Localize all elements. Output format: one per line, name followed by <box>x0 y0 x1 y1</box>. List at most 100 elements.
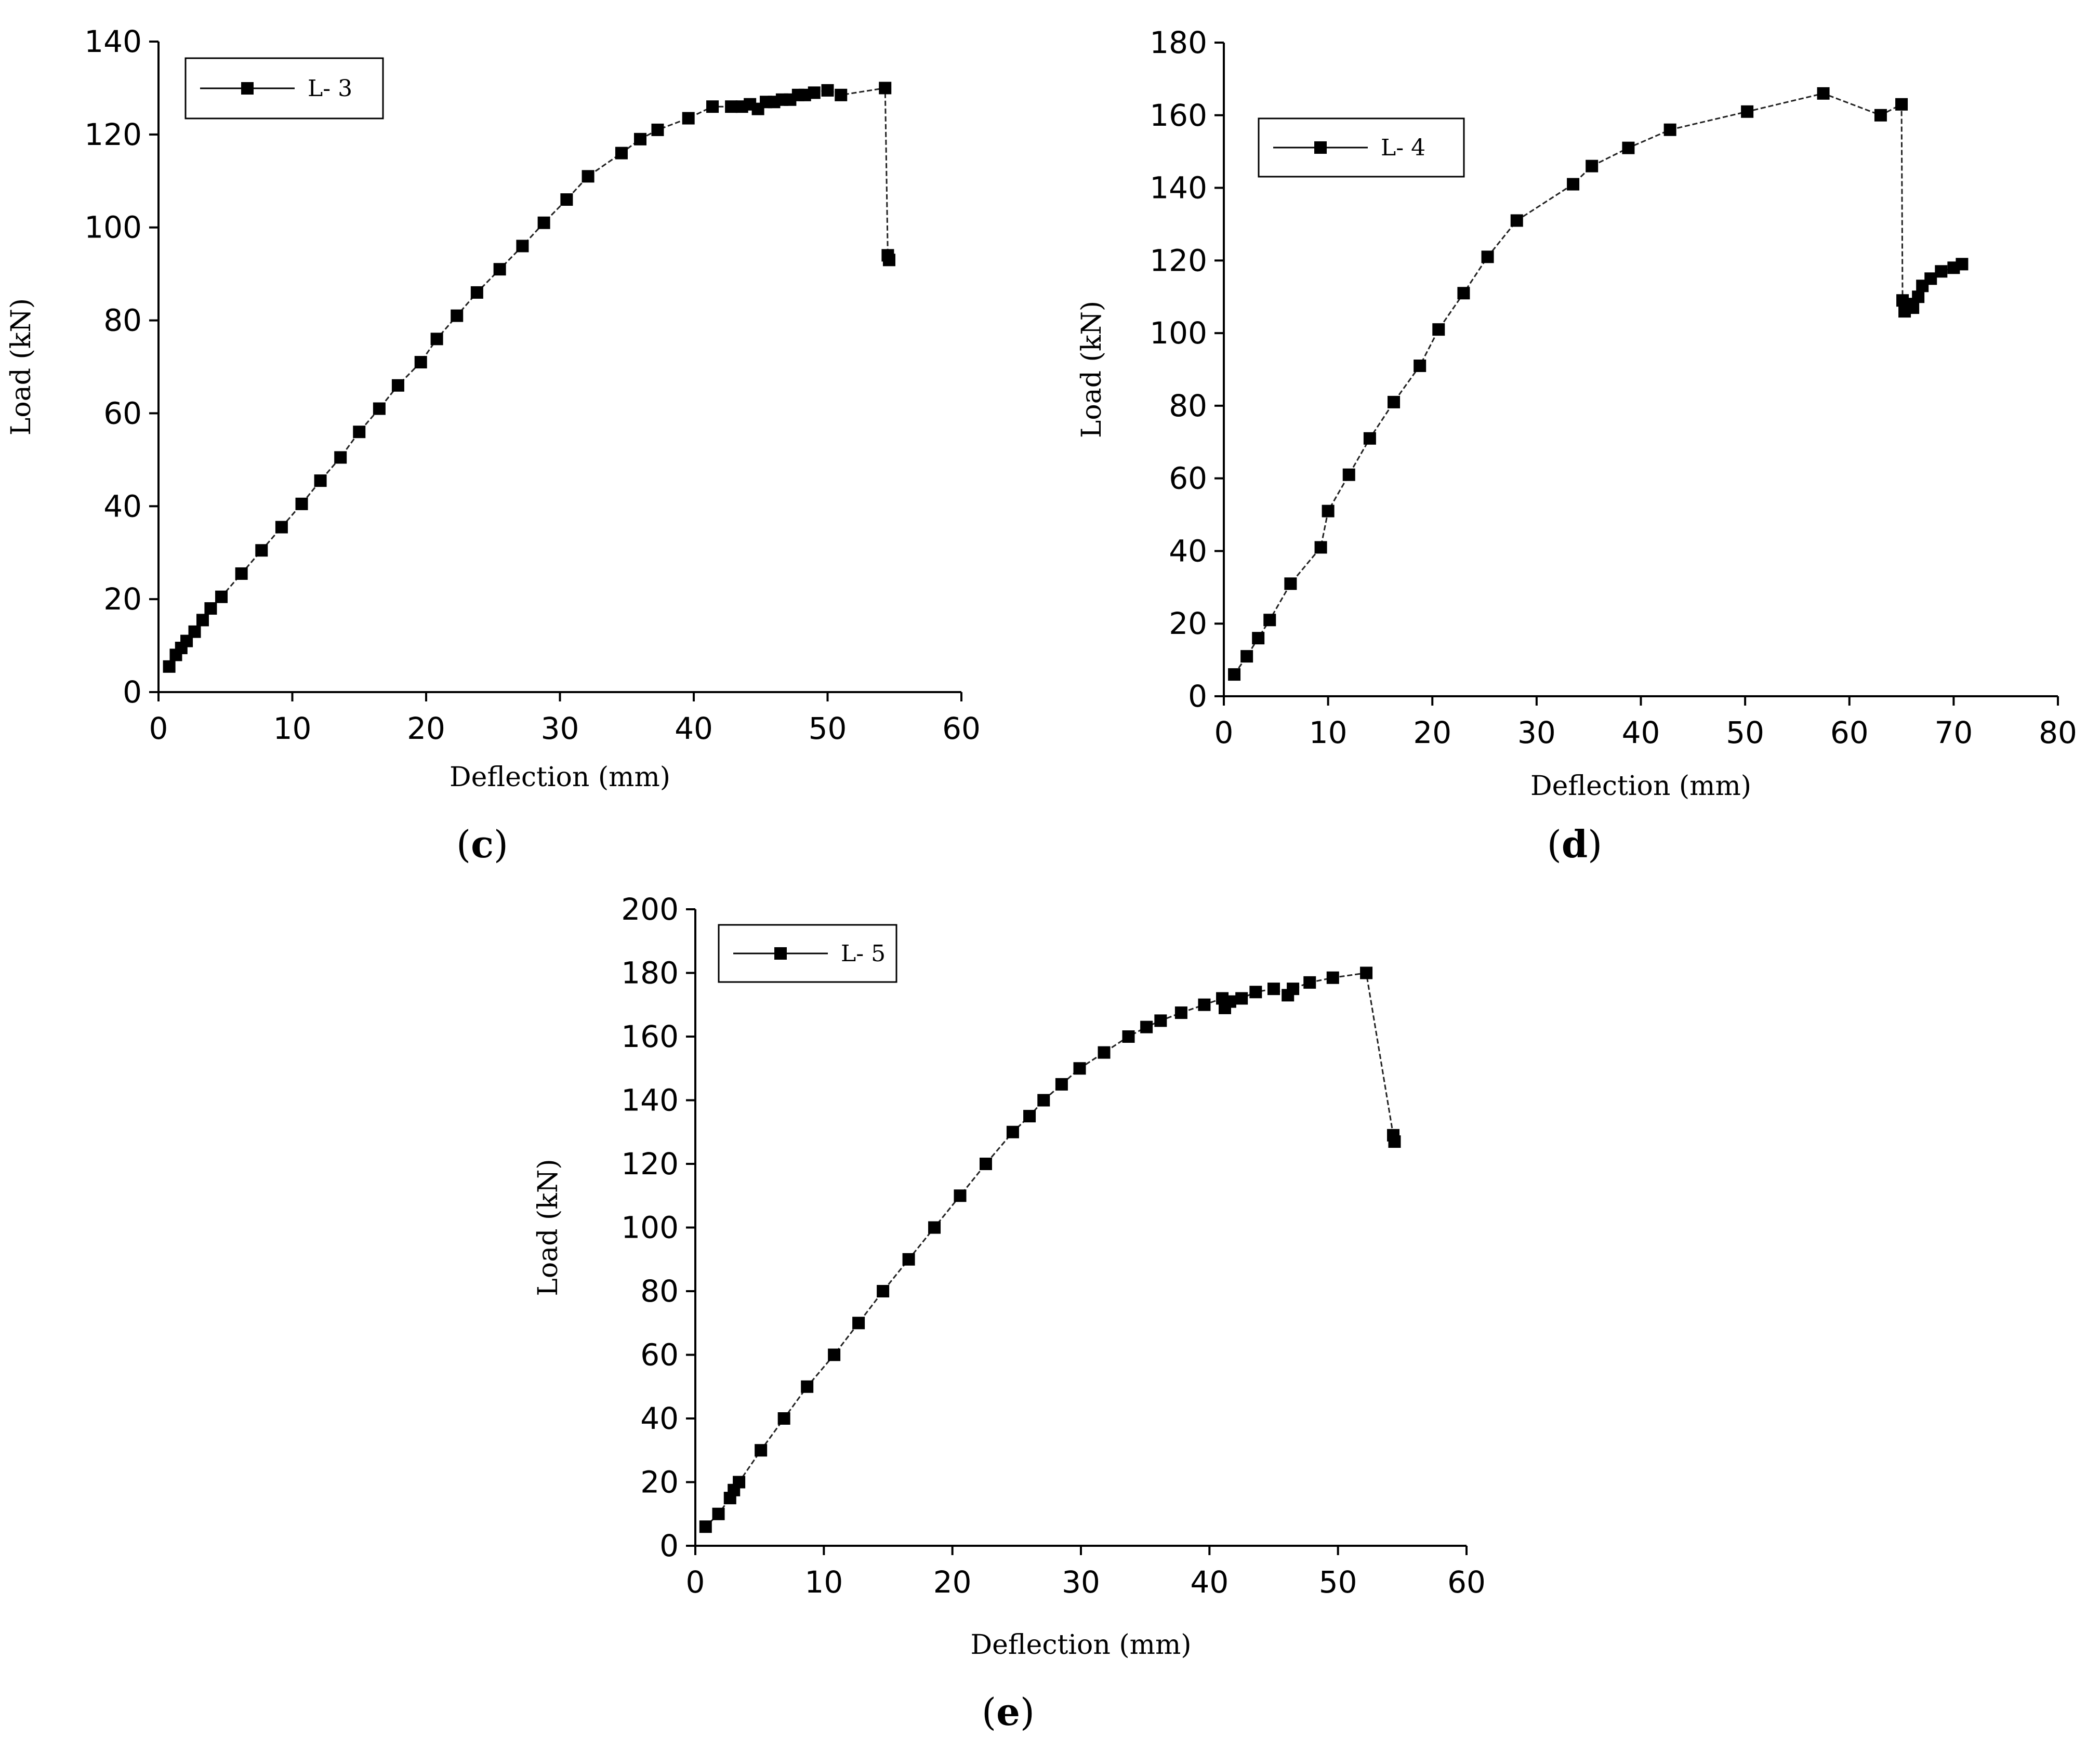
data-point <box>391 379 404 392</box>
x-axis-title: Deflection (mm) <box>1530 771 1751 802</box>
chart-panel-c: 0 20 40 60 80 100 120 140 0 10 20 30 40 50 60 Deflectio… <box>6 24 981 866</box>
chart-panel-d: 0 20 40 60 80 100 120 140 160 180 0 10 20 30 40 50 60 70 8… <box>1076 25 2077 866</box>
data-point <box>414 356 427 369</box>
chart-panel-e: 0 20 40 60 80 100 120 140 160 180 200 0 10 20 30 40 50 60… <box>533 892 1486 1734</box>
data-point <box>516 240 529 253</box>
y-tick-label: 200 <box>621 892 679 927</box>
data-point <box>1912 290 1925 303</box>
y-tick-label: 20 <box>1169 606 1207 641</box>
data-point <box>1314 541 1327 554</box>
x-tick-label: 0 <box>686 1564 705 1600</box>
data-point <box>1252 632 1265 645</box>
y-tick-label: 180 <box>621 956 679 991</box>
x-tick-label: 20 <box>933 1564 972 1600</box>
y-tick-label: 100 <box>1150 315 1207 351</box>
data-point <box>1322 505 1335 518</box>
series-line <box>168 87 890 667</box>
data-point <box>1140 1020 1153 1033</box>
data-point <box>1935 265 1948 278</box>
data-point <box>1198 998 1211 1011</box>
data-point <box>275 521 288 534</box>
data-point <box>1567 178 1580 191</box>
y-tick-label: 120 <box>1150 243 1207 278</box>
data-point <box>1432 323 1445 336</box>
series-line <box>1233 92 1963 675</box>
data-point <box>1037 1094 1050 1107</box>
x-tick-label: 30 <box>541 711 579 746</box>
data-point <box>682 112 695 125</box>
data-point <box>1586 160 1599 173</box>
data-point <box>1342 468 1355 481</box>
data-point <box>835 88 848 101</box>
data-point <box>1388 1135 1401 1148</box>
data-point <box>314 474 327 487</box>
data-point <box>882 254 895 267</box>
y-tick-label: 160 <box>621 1019 679 1054</box>
data-point <box>560 193 573 206</box>
data-point <box>1663 123 1676 136</box>
data-point <box>188 625 201 638</box>
data-point <box>1228 668 1241 681</box>
y-tick-label: 40 <box>640 1401 679 1436</box>
legend-label: L- 4 <box>1381 135 1425 161</box>
data-point <box>1263 614 1276 627</box>
y-tick-label: 120 <box>84 117 142 152</box>
x-tick-label: 0 <box>1214 715 1234 750</box>
x-tick-label: 10 <box>273 711 312 746</box>
series-line <box>705 972 1395 1528</box>
data-point <box>163 660 176 673</box>
data-point <box>877 1285 890 1297</box>
data-point <box>1174 1006 1187 1019</box>
x-tick-label: 50 <box>809 711 847 746</box>
data-point <box>204 602 217 615</box>
y-tick-label: 40 <box>1169 533 1207 568</box>
x-tick-label: 20 <box>407 711 445 746</box>
data-point <box>902 1253 915 1266</box>
y-tick-label: 20 <box>103 581 142 617</box>
data-point <box>1895 98 1908 111</box>
panel-label: (c) <box>456 822 508 866</box>
data-point <box>196 614 209 627</box>
data-point <box>1481 250 1494 263</box>
data-point <box>954 1189 967 1202</box>
x-tick-label: 60 <box>1830 715 1869 750</box>
data-point <box>725 100 738 113</box>
y-tick-label: 0 <box>659 1528 679 1563</box>
data-point <box>1924 272 1937 285</box>
data-point <box>1240 650 1253 663</box>
x-axis-title: Deflection (mm) <box>970 1629 1191 1661</box>
data-point <box>1023 1110 1036 1123</box>
data-point <box>733 1476 746 1489</box>
x-tick-label: 10 <box>804 1564 843 1600</box>
data-point <box>1457 287 1470 300</box>
legend-marker <box>241 82 254 95</box>
data-point <box>1267 983 1280 996</box>
data-point <box>1622 141 1635 154</box>
data-point <box>1326 971 1339 984</box>
x-tick-label: 30 <box>1062 1564 1100 1600</box>
data-point <box>255 544 268 557</box>
data-point <box>235 567 248 580</box>
data-point <box>1388 395 1401 408</box>
data-point <box>1741 105 1754 118</box>
y-axis-title: Load (kN) <box>6 298 37 435</box>
x-tick-label: 70 <box>1934 715 1973 750</box>
data-point <box>1055 1078 1068 1091</box>
data-point <box>828 1348 841 1361</box>
data-point <box>615 147 628 160</box>
y-tick-label: 80 <box>1169 388 1207 423</box>
legend-label: L- 5 <box>841 940 886 967</box>
data-point <box>651 123 664 136</box>
data-point <box>1414 360 1427 373</box>
y-tick-label: 60 <box>640 1337 679 1373</box>
legend-label: L- 3 <box>308 75 352 102</box>
data-point <box>634 132 646 145</box>
panel-label: (d) <box>1547 822 1603 866</box>
data-point <box>1223 995 1236 1008</box>
data-point <box>712 1507 725 1520</box>
x-tick-label: 20 <box>1413 715 1451 750</box>
x-tick-label: 60 <box>942 711 981 746</box>
y-tick-label: 160 <box>1150 98 1207 133</box>
x-tick-label: 60 <box>1447 1564 1486 1600</box>
data-point <box>1874 109 1887 122</box>
